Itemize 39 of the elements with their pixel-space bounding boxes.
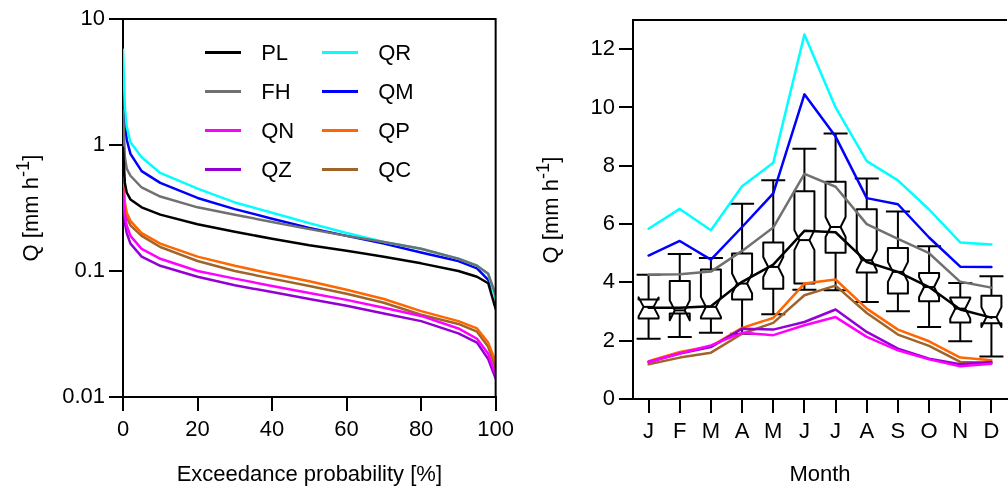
- x-tick-label: J: [830, 418, 842, 444]
- x-tick-label: D: [983, 418, 1000, 444]
- legend-label: QR: [378, 39, 412, 66]
- legend-label: QZ: [261, 156, 292, 183]
- x-axis-title: Exceedance probability [%]: [176, 460, 443, 486]
- x-tick-label: A: [859, 418, 875, 444]
- y-tick-label: 0: [602, 385, 615, 411]
- x-tick-label: 100: [477, 416, 515, 442]
- y-tick-label: 0.01: [62, 383, 105, 409]
- x-tick-label: 40: [259, 416, 285, 442]
- legend-label: QP: [378, 117, 410, 144]
- x-tick-label: M: [701, 418, 721, 444]
- y-tick-label: 12: [590, 35, 615, 61]
- x-tick-label: 0: [116, 416, 130, 442]
- legend-label: QC: [378, 156, 412, 183]
- y-tick-label: 10: [80, 5, 105, 31]
- x-axis-title: Month: [789, 460, 851, 486]
- x-tick-label: F: [673, 418, 687, 444]
- legend-label: QM: [378, 78, 414, 105]
- y-tick-label: 1: [92, 131, 105, 157]
- y-tick-label: 0.1: [74, 257, 105, 283]
- x-tick-label: A: [734, 418, 750, 444]
- legend-label: PL: [261, 39, 289, 66]
- x-tick-label: M: [764, 418, 783, 444]
- y-tick-label: 10: [590, 93, 615, 119]
- legend-label: QN: [261, 117, 295, 144]
- x-tick-label: 80: [408, 416, 434, 442]
- x-tick-label: N: [952, 418, 969, 444]
- y-tick-label: 4: [602, 268, 615, 294]
- y-tick-label: 6: [602, 210, 615, 236]
- x-tick-label: S: [890, 418, 906, 444]
- y-tick-label: 8: [602, 151, 615, 177]
- x-tick-label: J: [798, 418, 810, 444]
- x-tick-label: O: [920, 418, 938, 444]
- x-tick-label: 60: [334, 416, 359, 442]
- x-tick-label: J: [643, 418, 655, 444]
- x-tick-label: 20: [185, 416, 210, 442]
- y-tick-label: 2: [602, 326, 615, 352]
- legend-label: FH: [261, 78, 291, 105]
